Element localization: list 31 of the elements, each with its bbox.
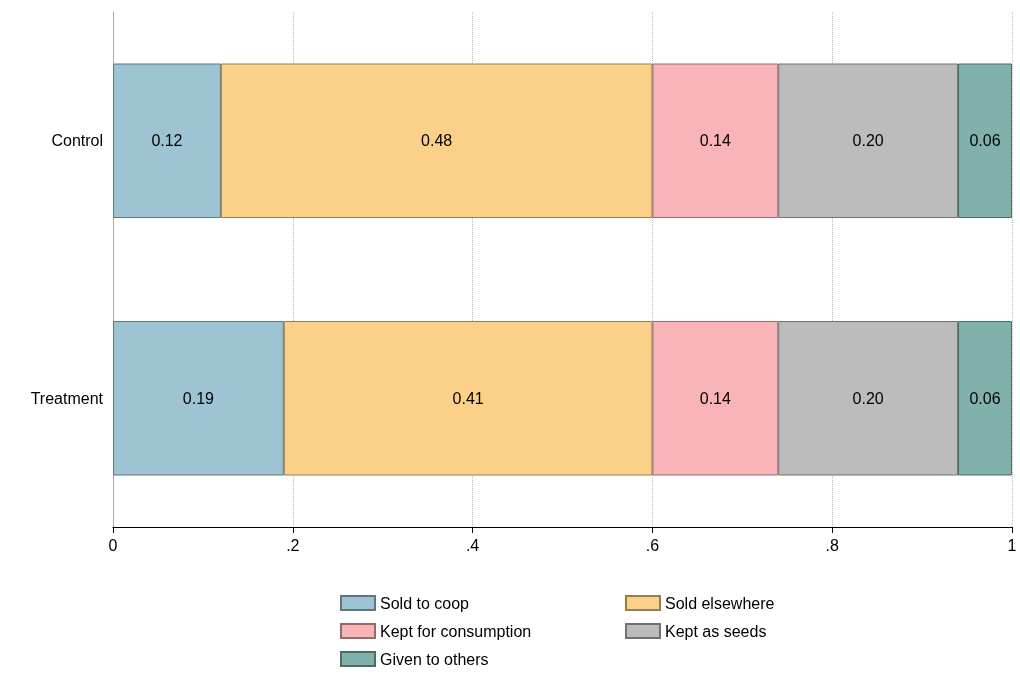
bar [958,321,1012,476]
data-label: 0.48 [421,132,453,150]
legend-label: Sold elsewhere [665,594,775,612]
data-label: 0.14 [699,389,731,407]
legend-label: Given to others [380,650,489,668]
data-label: 0.19 [182,389,215,407]
data-label: 0.06 [969,132,1001,150]
y-tick-label: Control [51,132,103,150]
data-label: 0.20 [852,389,884,407]
x-tick-label: .2 [286,536,300,554]
x-tick-label: .8 [825,536,839,554]
x-tick-label: .4 [465,536,480,554]
legend-label: Kept for consumption [380,622,532,640]
bar [652,321,779,476]
legend-label: Sold to coop [380,594,470,612]
bar [958,63,1012,218]
bar [652,63,779,218]
bar [283,321,653,476]
bar [113,321,284,476]
data-label: 0.12 [151,132,183,150]
x-tick-label: .6 [645,536,660,554]
data-label: 0.41 [452,389,484,407]
x-tick-label: 0 [108,536,118,554]
legend-label: Kept as seeds [665,622,767,640]
data-label: 0.20 [852,132,884,150]
x-tick-label: 1 [1007,536,1017,554]
bar [220,63,653,218]
y-tick-label: Treatment [30,389,104,407]
data-label: 0.14 [699,132,731,150]
bar [113,63,221,218]
data-label: 0.06 [969,389,1001,407]
